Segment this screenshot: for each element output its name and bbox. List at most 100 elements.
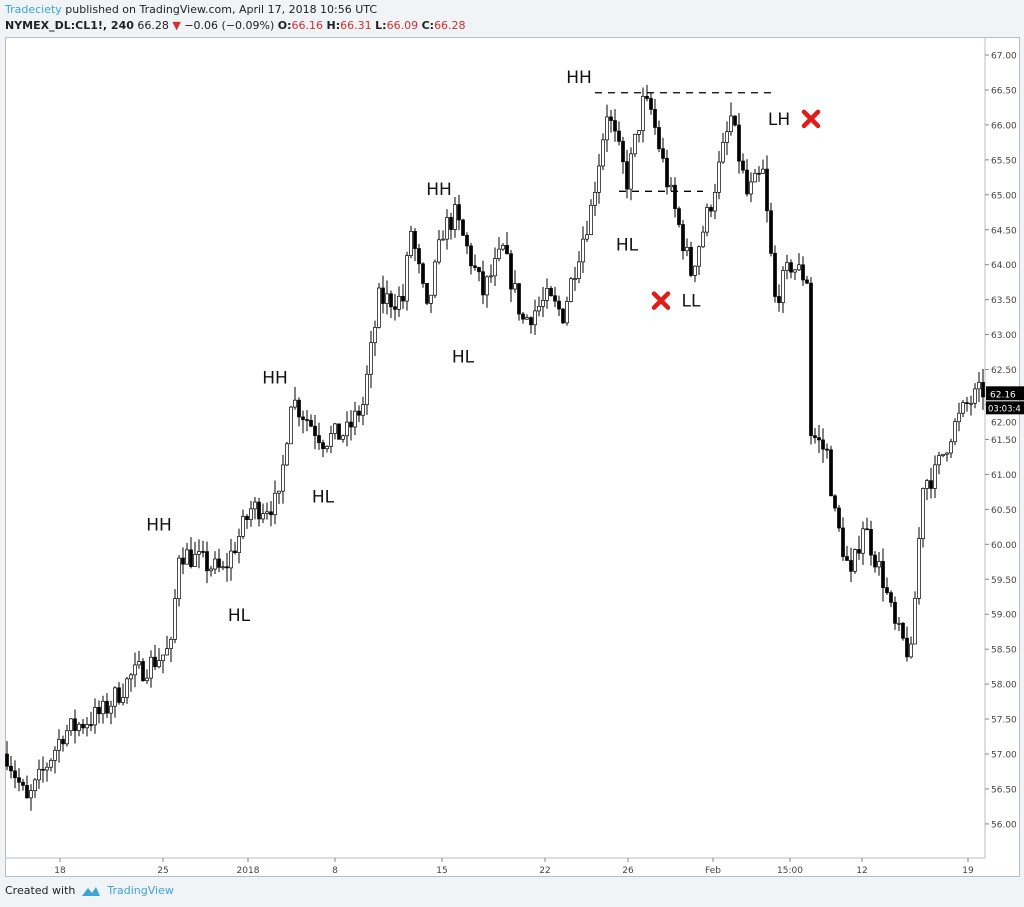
candle-up — [693, 265, 697, 276]
candle-up — [265, 511, 269, 514]
high-value: 66.31 — [340, 19, 372, 32]
structure-label-hh: HH — [146, 515, 172, 535]
candle-down — [613, 120, 617, 132]
chart-frame[interactable] — [5, 37, 1020, 877]
candle-up — [909, 643, 913, 658]
candle-up — [101, 700, 105, 715]
y-tick-label: 59.50 — [991, 576, 1017, 586]
candle-up — [581, 238, 585, 263]
candle-up — [797, 264, 801, 271]
candle-down — [709, 207, 713, 212]
candle-up — [273, 492, 277, 516]
candle-up — [785, 262, 789, 271]
candle-up — [897, 622, 901, 625]
candle-down — [805, 279, 809, 284]
candle-up — [597, 165, 601, 193]
candle-up — [593, 191, 597, 206]
candle-up — [77, 723, 81, 731]
y-tick-label: 66.50 — [991, 86, 1017, 96]
candle-down — [893, 601, 897, 624]
candle-down — [457, 204, 461, 221]
candle-down — [153, 656, 157, 668]
y-tick-label: 66.00 — [991, 121, 1017, 131]
candle-up — [721, 142, 725, 163]
candle-up — [113, 687, 117, 707]
candle-down — [741, 160, 745, 171]
y-tick-label: 63.50 — [991, 296, 1017, 306]
candle-down — [225, 566, 229, 569]
candle-up — [213, 558, 217, 570]
candle-up — [489, 275, 493, 278]
candle-up — [161, 654, 165, 661]
candle-up — [365, 373, 369, 405]
candle-down — [461, 219, 465, 236]
candle-down — [313, 425, 317, 436]
candle-up — [281, 464, 285, 492]
countdown-badge — [986, 401, 1024, 415]
structure-label-hl: HL — [228, 606, 251, 626]
tradingview-link[interactable]: TradingView — [107, 884, 174, 897]
tradingview-logo-icon — [82, 886, 101, 896]
candle-up — [701, 231, 705, 248]
candle-down — [389, 293, 393, 308]
structure-label-lh: LH — [768, 110, 790, 130]
candle-down — [825, 448, 829, 451]
candle-up — [441, 238, 445, 241]
candle-down — [465, 235, 469, 247]
candle-down — [233, 550, 237, 553]
y-tick-label: 64.00 — [991, 261, 1017, 271]
last-price-badge — [986, 386, 1024, 401]
candle-up — [501, 244, 505, 250]
candle-up — [537, 306, 541, 312]
candle-down — [357, 410, 361, 416]
candle-down — [657, 127, 661, 150]
candle-down — [413, 231, 417, 249]
y-tick-label: 64.50 — [991, 226, 1017, 236]
candle-up — [133, 664, 137, 676]
candle-up — [433, 261, 437, 296]
candle-up — [945, 452, 949, 455]
candle-down — [837, 507, 841, 529]
candle-up — [969, 402, 973, 405]
candle-up — [941, 453, 945, 456]
candle-down — [869, 529, 873, 556]
y-tick-label: 61.50 — [991, 436, 1017, 446]
candle-up — [165, 648, 169, 656]
candles — [5, 84, 985, 811]
candle-up — [961, 402, 965, 414]
candle-up — [793, 269, 797, 273]
candle-down — [677, 208, 681, 225]
candle-up — [669, 184, 673, 188]
candle-up — [385, 293, 389, 304]
candle-up — [361, 404, 365, 416]
candle-down — [681, 224, 685, 252]
y-tick-label: 58.50 — [991, 646, 1017, 656]
candle-down — [929, 480, 933, 489]
candle-up — [185, 549, 189, 565]
candle-down — [337, 423, 341, 440]
candle-down — [765, 168, 769, 212]
candle-up — [577, 261, 581, 279]
candle-up — [325, 445, 329, 450]
candle-down — [817, 437, 821, 441]
candle-down — [81, 723, 85, 729]
red-x-stroke — [651, 291, 671, 310]
candle-up — [125, 678, 129, 698]
candle-up — [137, 661, 141, 666]
y-tick-label: 57.50 — [991, 716, 1017, 726]
candle-down — [309, 420, 313, 427]
candle-up — [861, 528, 865, 554]
candle-down — [649, 98, 653, 110]
candle-down — [889, 592, 893, 603]
candle-up — [373, 327, 377, 344]
candle-down — [421, 263, 425, 284]
candle-down — [769, 210, 773, 254]
candle-up — [405, 255, 409, 302]
publisher-link[interactable]: Tradeciety — [5, 3, 62, 16]
red-x-stroke — [801, 109, 821, 129]
x-tick-label: Feb — [705, 866, 721, 876]
candle-up — [729, 115, 733, 133]
candle-up — [749, 181, 753, 195]
candle-down — [201, 551, 205, 553]
